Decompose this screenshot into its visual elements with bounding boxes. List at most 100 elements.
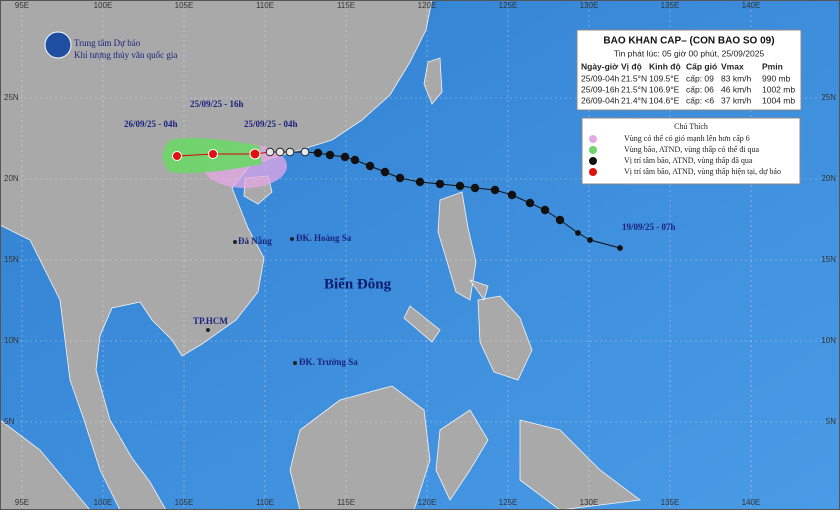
lat-label: 10N — [4, 336, 19, 345]
lon-label: 140E — [742, 498, 761, 507]
lon-label: 100E — [94, 1, 113, 10]
past-position — [490, 185, 500, 195]
place-label: TP.HCM — [193, 316, 228, 326]
place-label: Đà Nẵng — [238, 236, 272, 246]
lon-label: 125E — [499, 1, 518, 10]
past-position — [265, 147, 275, 157]
lon-label: 130E — [580, 1, 599, 10]
forecast-position — [172, 151, 182, 161]
legend-item: Vị trí tâm bão, ATND, vùng thấp đã qua — [624, 156, 753, 165]
place-label: ĐK. Trường Sa — [299, 357, 358, 367]
table-cell: 46 km/h — [721, 84, 752, 94]
city-dot — [293, 361, 297, 365]
past-position — [470, 183, 480, 193]
past-position — [365, 161, 375, 171]
table-header: Vị độ — [621, 61, 642, 71]
lat-label: 20N — [821, 174, 836, 183]
past-position — [575, 230, 581, 236]
lon-label: 105E — [175, 1, 194, 10]
track-label: 19/09/25 - 07h — [622, 222, 676, 232]
city-dot — [290, 237, 294, 241]
table-header: Kinh độ — [649, 61, 681, 71]
past-position — [435, 179, 445, 189]
lon-label: 135E — [661, 1, 680, 10]
lat-label: 25N — [4, 93, 19, 102]
table-header: Ngày-giờ — [581, 61, 619, 71]
info-panel — [576, 29, 802, 111]
agency-logo — [44, 31, 72, 59]
track-label: 25/09/25 - 16h — [190, 99, 244, 109]
place-label: ĐK. Hoàng Sa — [296, 233, 352, 243]
table-cell: 26/09-04h — [581, 95, 620, 105]
table-cell: cấp: 09 — [686, 73, 714, 83]
table-header: Vmax — [721, 61, 744, 71]
lon-label: 120E — [418, 1, 437, 10]
legend-item: Vùng có thể có gió mạnh lên hơn cấp 6 — [624, 134, 750, 143]
table-cell: 109.5°E — [649, 73, 680, 83]
past-position — [455, 181, 465, 191]
past-position — [507, 190, 517, 200]
lat-label: 15N — [4, 255, 19, 264]
lon-label: 100E — [94, 498, 113, 507]
past-position — [285, 147, 295, 157]
track-label: 25/09/25 - 04h — [244, 119, 298, 129]
lat-label: 5N — [826, 417, 836, 426]
table-cell: 1002 mb — [762, 84, 795, 94]
legend: Chú Thích Vùng có thể có gió mạnh lên hơ… — [581, 117, 801, 185]
past-position — [325, 150, 335, 160]
table-cell: 21.4°N — [621, 95, 647, 105]
table-cell: 83 km/h — [721, 73, 752, 83]
table-cell: 25/09-16h — [581, 84, 620, 94]
lon-label: 110E — [256, 1, 274, 10]
table-header: Pmin — [762, 61, 783, 71]
lat-label: 5N — [4, 417, 14, 426]
lon-label: 135E — [661, 498, 680, 507]
lat-label: 15N — [821, 255, 836, 264]
table-header: Cấp gió — [686, 61, 717, 71]
legend-swatch — [589, 146, 597, 154]
past-position — [587, 237, 593, 243]
lon-label: 110E — [256, 498, 274, 507]
past-position — [275, 147, 285, 157]
table-cell: 104.6°E — [649, 95, 680, 105]
land — [0, 0, 642, 511]
table-cell: 25/09-04h — [581, 73, 620, 83]
issued-time: Tin phát lúc: 05 giờ 00 phút, 25/09/2025 — [614, 48, 765, 58]
legend-title: Chú Thích — [674, 122, 708, 131]
past-points — [265, 147, 623, 251]
track-label: 26/09/25 - 04h — [124, 119, 178, 129]
forecast-table: Ngày-giờ Vị độ Kinh độ Cấp gió Vmax Pmin 25/09… — [581, 61, 795, 105]
legend-item: Vùng bão, ATND, vùng thấp có thể đi qua — [624, 145, 760, 154]
past-position — [415, 177, 425, 187]
legend-swatch — [589, 135, 597, 143]
forecast-points — [172, 148, 261, 161]
table-cell: 990 mb — [762, 73, 791, 83]
forecast-position — [208, 149, 218, 159]
lon-label: 95E — [15, 1, 29, 10]
table-cell: 21.5°N — [621, 73, 647, 83]
lon-label: 140E — [742, 1, 761, 10]
lon-label: 120E — [418, 498, 437, 507]
info-box: BAO KHAN CAP– (CON BAO SO 09) Tin phát l… — [576, 29, 802, 111]
lat-label: 10N — [821, 336, 836, 345]
lon-label: 105E — [175, 498, 194, 507]
table-cell: 106.9°E — [649, 84, 680, 94]
legend-swatch — [589, 157, 597, 165]
lon-label: 115E — [337, 498, 355, 507]
legend-panel — [581, 117, 801, 185]
lon-label: 115E — [337, 1, 355, 10]
table-cell: 21.5°N — [621, 84, 647, 94]
city-dot — [233, 240, 237, 244]
table-cell: cấp: <6 — [686, 95, 714, 105]
table-cell: cấp: 06 — [686, 84, 714, 94]
current-position — [249, 148, 261, 160]
legend-item: Vị trí tâm bão, ATND, vùng thấp hiện tại… — [624, 167, 781, 176]
city-dot — [206, 328, 210, 332]
forecast-track — [176, 151, 271, 157]
past-position — [350, 155, 360, 165]
agency-name: Khí tượng thủy văn quốc gia — [74, 50, 177, 60]
table-cell: 1004 mb — [762, 95, 795, 105]
lon-label: 95E — [15, 498, 29, 507]
agency-name: Trung tâm Dự báo — [74, 38, 141, 48]
